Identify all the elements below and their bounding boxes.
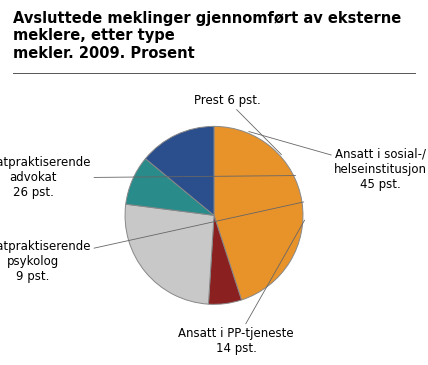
Wedge shape xyxy=(126,159,214,215)
Text: Ansatt i sosial-/
helseinstitusjon
45 pst.: Ansatt i sosial-/ helseinstitusjon 45 ps… xyxy=(249,131,427,191)
Text: Ansatt i PP-tjeneste
14 pst.: Ansatt i PP-tjeneste 14 pst. xyxy=(178,220,305,354)
Wedge shape xyxy=(208,215,241,304)
Text: Privatpraktiserende
psykolog
9 pst.: Privatpraktiserende psykolog 9 pst. xyxy=(0,202,304,283)
Wedge shape xyxy=(125,204,214,304)
Text: Prest 6 pst.: Prest 6 pst. xyxy=(194,94,282,155)
Text: Avsluttede meklinger gjennomført av eksterne meklere, etter type
mekler. 2009. P: Avsluttede meklinger gjennomført av ekst… xyxy=(13,11,401,61)
Wedge shape xyxy=(146,126,214,215)
Text: Privatpraktiserende
advokat
26 pst.: Privatpraktiserende advokat 26 pst. xyxy=(0,157,296,200)
Wedge shape xyxy=(214,126,303,300)
